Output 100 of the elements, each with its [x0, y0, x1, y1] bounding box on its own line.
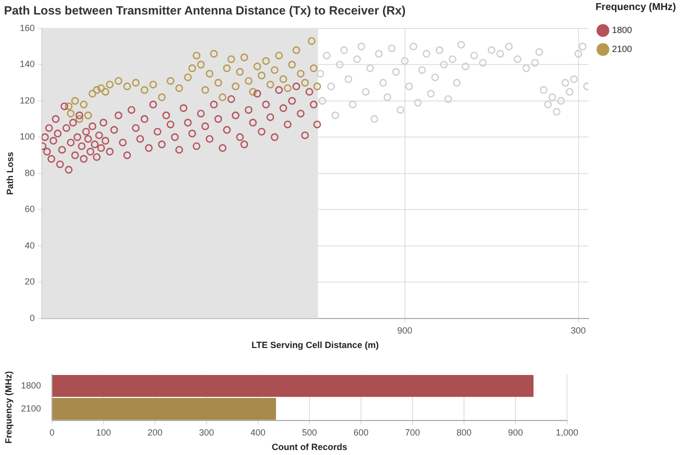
point [284, 84, 292, 92]
point [84, 112, 92, 120]
point [384, 93, 392, 102]
point [206, 70, 214, 78]
y-tick-label: 120 [20, 95, 35, 106]
point [140, 86, 148, 94]
point [452, 78, 461, 87]
point [114, 77, 122, 85]
point [71, 97, 79, 105]
legend-label: 1800 [612, 24, 632, 35]
x-tick-label: 400 [250, 427, 266, 438]
point [396, 106, 404, 114]
point [214, 78, 222, 87]
point [374, 50, 383, 58]
point [336, 60, 344, 68]
point [275, 52, 283, 60]
point [308, 37, 316, 45]
point [210, 50, 218, 58]
point [197, 60, 205, 68]
point [358, 42, 366, 50]
x-tick-label: 200 [148, 427, 163, 438]
point [462, 62, 470, 70]
x-axis-title: LTE Serving Cell Distance (m) [251, 340, 379, 350]
point [548, 93, 556, 102]
x-tick-label: 1,000 [556, 427, 578, 438]
y-tick-label: 60 [24, 204, 35, 214]
point [340, 46, 348, 54]
point [574, 50, 582, 58]
x-axis-title: Count of Records [272, 442, 348, 452]
point [362, 88, 370, 96]
point [88, 90, 96, 98]
point [132, 78, 140, 87]
point [236, 68, 244, 76]
point [552, 108, 560, 116]
point [175, 84, 184, 92]
point [496, 50, 504, 58]
point [440, 60, 448, 68]
y-axis-title: Path Loss [4, 152, 15, 195]
point [288, 60, 296, 68]
point [418, 66, 426, 74]
point [414, 98, 422, 107]
point [106, 80, 114, 88]
point [97, 84, 105, 92]
point [505, 42, 513, 50]
point [479, 58, 487, 67]
point [310, 64, 318, 72]
point [322, 52, 331, 60]
point [316, 70, 324, 78]
point [405, 82, 413, 90]
point [561, 78, 570, 87]
point [353, 55, 361, 64]
point [166, 77, 174, 85]
point [410, 42, 418, 50]
point [227, 55, 236, 64]
point [457, 40, 466, 49]
point [270, 66, 278, 74]
x-tick-label: 900 [397, 325, 412, 336]
point [370, 115, 378, 123]
point [578, 42, 587, 50]
point [64, 102, 73, 110]
point [566, 88, 574, 96]
chart-title: Path Loss between Transmitter Antenna Distance (Tx) to Receiver (Rx) [4, 4, 406, 18]
point [570, 75, 578, 83]
point [266, 80, 274, 88]
y-tick-label: 80 [24, 168, 35, 178]
point [366, 64, 374, 72]
point [240, 54, 248, 62]
x-tick-label: 300 [570, 325, 586, 336]
point [522, 64, 530, 72]
point [249, 88, 257, 96]
point [540, 86, 548, 94]
point [301, 78, 309, 87]
point [244, 77, 252, 85]
x-tick-label: 700 [404, 427, 420, 438]
point [192, 52, 200, 60]
point [400, 57, 409, 65]
point [332, 112, 340, 120]
y-tick-label: 1800 [20, 380, 42, 390]
y-tick-label: 160 [20, 22, 35, 33]
point [488, 46, 496, 54]
point [313, 82, 321, 90]
point [296, 70, 305, 78]
y-tick-label: 100 [20, 132, 35, 142]
point [392, 68, 400, 76]
point [444, 95, 452, 103]
point [426, 90, 435, 98]
point [448, 55, 456, 64]
x-tick-label: 600 [353, 427, 369, 438]
point [158, 93, 166, 102]
point [232, 82, 240, 90]
point [344, 75, 352, 83]
point [327, 82, 335, 90]
point [388, 44, 396, 52]
point [422, 50, 430, 58]
point [436, 46, 444, 54]
point [253, 62, 262, 70]
x-tick-label: 900 [508, 427, 524, 438]
point [223, 64, 231, 72]
x-tick-label: 300 [199, 427, 214, 438]
point [92, 86, 101, 94]
